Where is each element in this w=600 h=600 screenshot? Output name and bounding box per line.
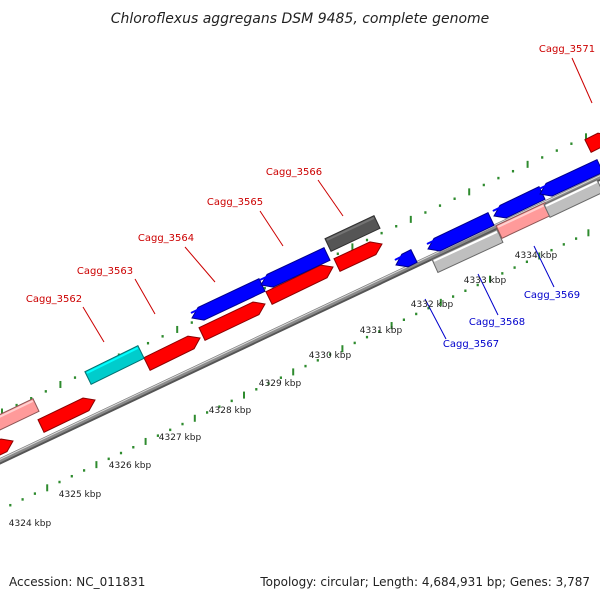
gene-label-cagg-3565-leader	[259, 210, 284, 247]
cds-reverse-3568[interactable]	[426, 212, 495, 252]
gene-label-cagg-3566-leader	[317, 179, 344, 217]
position-labels: 4324 kbp 4325 kbp 4326 kbp 4327 kbp 4328 kbp…	[9, 251, 558, 529]
cds-reverse[interactable]	[259, 247, 331, 288]
backbone-highlight	[0, 175, 600, 460]
accession-text: Accession: NC_011831	[9, 575, 145, 589]
position-label: 4333 kbp	[464, 276, 507, 286]
light-feature[interactable]	[431, 228, 504, 274]
label-leader-lines	[82, 57, 593, 343]
cds-forward[interactable]	[143, 335, 201, 371]
gene-label-cagg-3571-leader	[571, 57, 593, 104]
gene-label-cagg-3568-leader	[477, 273, 499, 316]
gene-label-cagg-3568[interactable]: Cagg_3568	[469, 317, 525, 328]
position-label: 4334 kbp	[515, 251, 558, 261]
gene-label-cagg-3567[interactable]: Cagg_3567	[443, 339, 499, 350]
gene-label-cagg-3563[interactable]: Cagg_3563	[77, 266, 133, 277]
position-label: 4327 kbp	[159, 433, 202, 443]
position-label: 4331 kbp	[360, 326, 403, 336]
cds-forward[interactable]	[37, 397, 96, 433]
gene-label-cagg-3562-leader	[82, 306, 105, 343]
gene-label-cagg-3569-leader	[533, 245, 555, 288]
genome-summary-text: Topology: circular; Length: 4,684,931 bp…	[259, 575, 590, 589]
cds-forward[interactable]	[198, 301, 266, 341]
cds-reverse-3567[interactable]	[394, 249, 418, 268]
map-title: Chloroflexus aggregans DSM 9485, complet…	[111, 11, 490, 27]
position-label: 4332 kbp	[411, 300, 454, 310]
gene-label-cagg-3563-leader	[134, 278, 156, 315]
position-label: 4326 kbp	[109, 461, 152, 471]
dark-feature[interactable]	[324, 215, 381, 252]
gene-label-cagg-3564[interactable]: Cagg_3564	[138, 233, 194, 244]
cds-forward[interactable]	[0, 438, 14, 458]
gene-label-cagg-3565[interactable]: Cagg_3565	[207, 197, 263, 208]
gene-label-cagg-3566[interactable]: Cagg_3566	[266, 167, 322, 178]
cds-forward[interactable]	[584, 132, 600, 153]
rna-feature[interactable]	[84, 345, 145, 385]
pseudogene-feature[interactable]	[0, 398, 40, 434]
gene-label-cagg-3562[interactable]: Cagg_3562	[26, 294, 82, 305]
light-feature[interactable]	[543, 179, 600, 218]
gene-label-cagg-3564-leader	[184, 246, 216, 283]
position-label: 4324 kbp	[9, 519, 52, 529]
cds-forward[interactable]	[333, 241, 383, 272]
gene-label-cagg-3571[interactable]: Cagg_3571	[539, 44, 595, 55]
position-label: 4328 kbp	[209, 406, 252, 416]
gene-label-cagg-3567-leader	[424, 298, 447, 340]
gene-features	[0, 132, 600, 458]
position-label: 4329 kbp	[259, 379, 302, 389]
cds-reverse[interactable]	[538, 159, 600, 197]
gene-label-cagg-3569[interactable]: Cagg_3569	[524, 290, 580, 301]
position-label: 4325 kbp	[59, 490, 102, 500]
position-label: 4330 kbp	[309, 351, 352, 361]
gene-labels: Cagg_3562 Cagg_3563 Cagg_3564 Cagg_3565 Cagg…	[26, 44, 595, 350]
cds-forward[interactable]	[265, 264, 334, 305]
